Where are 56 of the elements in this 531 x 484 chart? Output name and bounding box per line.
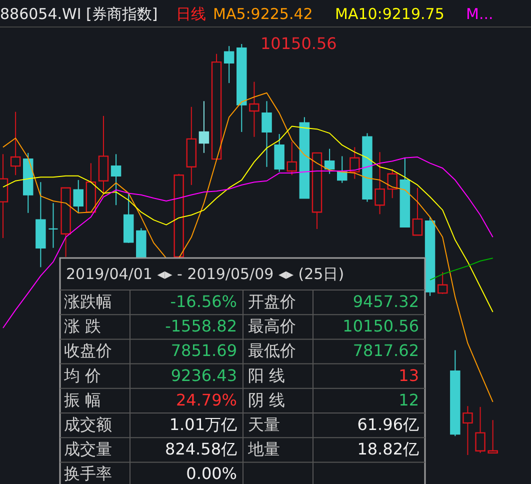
- candlestick: [224, 46, 234, 84]
- annotation: 开盘价: [248, 292, 296, 311]
- annotation: 824.58亿: [165, 440, 237, 459]
- candlestick: [324, 148, 335, 174]
- candlestick: [48, 202, 58, 248]
- candlestick: [10, 111, 21, 176]
- annotation: 最高价: [248, 316, 296, 336]
- annotation: 均 价: [63, 366, 102, 385]
- annotation: 24.79%: [176, 390, 237, 410]
- candlestick: [350, 146, 360, 180]
- annotation: -16.56%: [170, 292, 237, 311]
- candlestick: [198, 100, 210, 154]
- annotation: 阴 线: [248, 390, 286, 410]
- candlestick: [110, 154, 122, 206]
- chart-title: 886054.WI [券商指数]: [0, 5, 158, 23]
- annotation: 振 幅: [64, 390, 102, 410]
- candlestick: [488, 420, 498, 454]
- annotation: 1.01万亿: [169, 415, 237, 434]
- annotation: -1558.82: [165, 316, 237, 336]
- annotation: 天量: [248, 415, 280, 434]
- candlestick: [262, 100, 272, 168]
- annotation: 12: [398, 390, 419, 410]
- annotation: 成交量: [64, 440, 112, 459]
- annotation: 10150.56: [342, 316, 419, 336]
- candlestick: [475, 406, 486, 454]
- annotation: 地量: [247, 440, 280, 459]
- text: MA10:9219.75: [335, 5, 444, 23]
- annotation: 涨跌幅: [64, 292, 112, 311]
- annotation: 9236.43: [170, 366, 237, 385]
- candlestick: [437, 272, 448, 294]
- annotation: 61.96亿: [357, 415, 419, 434]
- text: M...: [466, 5, 494, 23]
- candlestick: [73, 180, 84, 214]
- candlestick: [249, 81, 260, 138]
- annotation: 7817.62: [352, 341, 419, 360]
- chart-subtitle: 日线: [176, 5, 206, 23]
- text: 0.00%: [186, 464, 237, 484]
- annotation: 阳 线: [248, 366, 286, 385]
- annotation: 18.82亿: [357, 440, 419, 459]
- annotation: 成交额: [64, 415, 112, 434]
- annotation: 7851.69: [170, 341, 237, 360]
- annotation: 涨 跌: [64, 316, 102, 336]
- candlestick: [462, 406, 473, 456]
- text: MA5:9225.42: [213, 5, 313, 23]
- text: 换手率: [64, 464, 112, 484]
- annotation: 13: [398, 366, 419, 385]
- annotation: 最低价: [248, 341, 296, 360]
- candlestick: [274, 134, 284, 172]
- candlestick: [286, 141, 297, 176]
- annotation: 收盘价: [64, 341, 112, 360]
- annotation: 2019/04/01 ◂▸ - 2019/05/09 ◂▸ (25日): [66, 265, 344, 283]
- annotation: 9457.32: [352, 292, 419, 311]
- candlestick: [387, 168, 398, 199]
- annotation: 10150.56: [260, 34, 337, 53]
- candlestick: [412, 187, 423, 236]
- candlestick: [374, 152, 385, 215]
